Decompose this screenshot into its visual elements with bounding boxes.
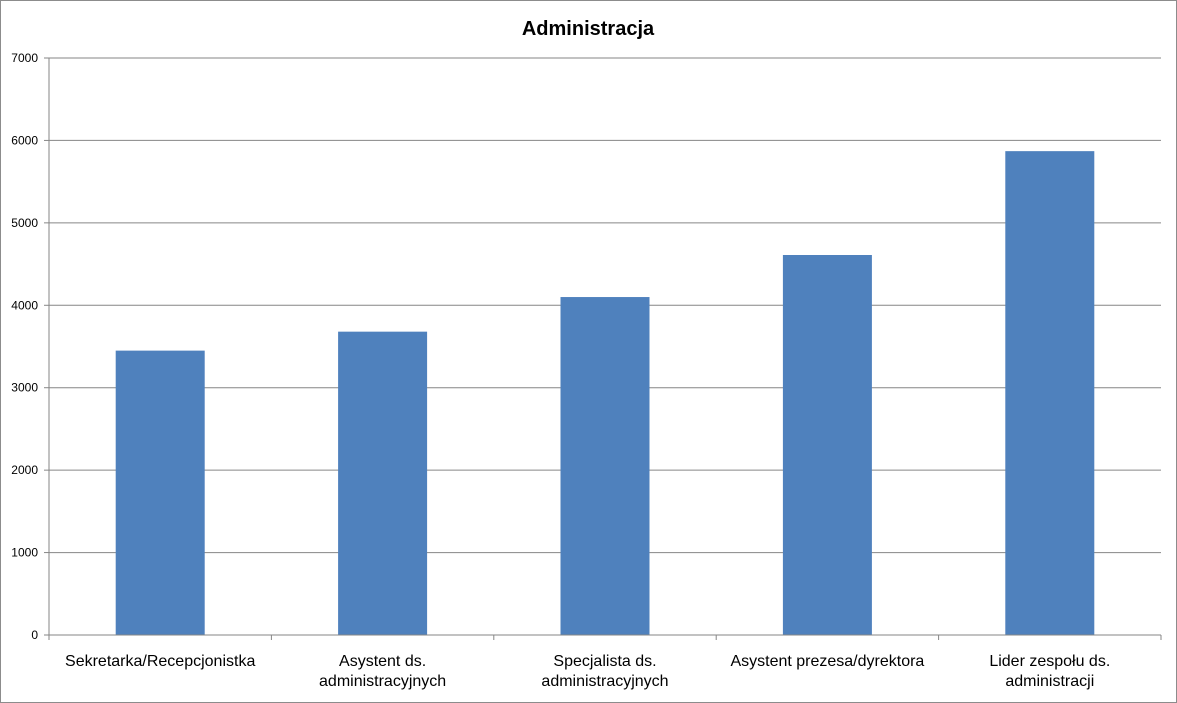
chart-title: Administracja xyxy=(522,18,655,40)
y-tick-label: 3000 xyxy=(11,381,38,395)
y-tick-label: 2000 xyxy=(11,463,38,477)
x-category-label: Asystent ds. administracyjnych xyxy=(319,653,446,690)
x-category-label: Specjalista ds. administracyjnych xyxy=(541,653,668,690)
x-category-label: Sekretarka/Recepcjonistka xyxy=(65,653,255,670)
y-tick-label: 0 xyxy=(31,628,38,642)
y-tick-label: 1000 xyxy=(11,546,38,560)
bar xyxy=(1005,151,1095,635)
axes xyxy=(48,58,1162,640)
bar xyxy=(338,331,428,635)
x-category-label: Asystent prezesa/dyrektora xyxy=(730,653,924,670)
bar xyxy=(560,297,650,635)
y-tick-label: 6000 xyxy=(11,133,38,147)
x-category-label: Lider zespołu ds. administracji xyxy=(989,653,1110,690)
y-tick-label: 5000 xyxy=(11,216,38,230)
x-axis-labels: Sekretarka/Recepcjonistka Asystent ds. adm… xyxy=(65,653,1110,690)
y-tick-label: 7000 xyxy=(11,51,38,65)
bar xyxy=(782,255,872,636)
bars xyxy=(115,151,1095,636)
y-tick-label: 4000 xyxy=(11,298,38,312)
bar xyxy=(115,350,205,635)
y-axis-ticks: 0 1000 2000 3000 4000 5000 6000 7000 xyxy=(11,51,49,642)
